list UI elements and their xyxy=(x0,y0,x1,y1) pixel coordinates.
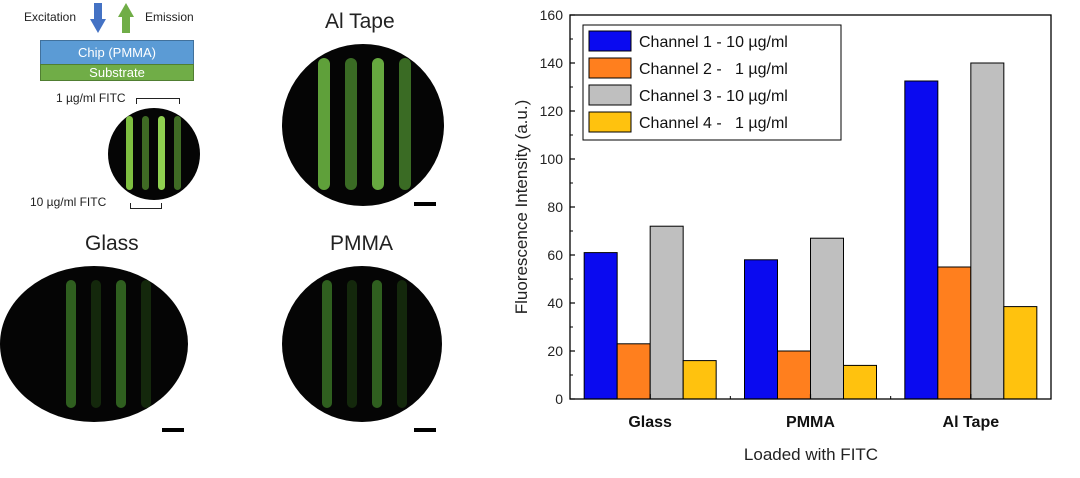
excitation-arrow-icon xyxy=(90,3,106,33)
x-axis-label: Loaded with FITC xyxy=(744,445,878,464)
channel-strip xyxy=(399,58,411,190)
substrate-layer-label: Substrate xyxy=(89,65,145,80)
x-tick-label: PMMA xyxy=(786,414,835,431)
glass-image-title: Glass xyxy=(85,232,139,255)
x-tick-label: Glass xyxy=(628,414,672,431)
y-tick-label: 60 xyxy=(547,247,563,263)
bar-pmma-channel-4 xyxy=(843,364,877,400)
channel-strip xyxy=(126,116,133,190)
x-tick-label: Al Tape xyxy=(943,414,1000,431)
bar-al-tape-channel-3 xyxy=(970,62,1005,400)
bar-al-tape-channel-4 xyxy=(1003,306,1038,400)
legend-label: Channel 2 - 1 µg/ml xyxy=(639,61,788,78)
x-axis-ticks: Glass PMMA Al Tape xyxy=(628,394,999,431)
label-10ug: 10 µg/ml FITC xyxy=(30,195,107,209)
channel-strip xyxy=(397,280,407,408)
bar-pmma-channel-2 xyxy=(777,350,811,400)
bar-glass-channel-4 xyxy=(682,360,717,400)
chip-layer-label: Chip (PMMA) xyxy=(77,45,156,60)
excitation-label: Excitation xyxy=(24,10,77,24)
substrate-layer: Substrate xyxy=(40,64,194,81)
bar-glass-channel-1 xyxy=(583,252,618,400)
al-tape-image-title: Al Tape xyxy=(325,10,395,33)
channel-strip xyxy=(141,280,151,408)
chip-layer: Chip (PMMA) xyxy=(40,40,194,65)
legend-swatch xyxy=(588,30,632,52)
channel-strip xyxy=(116,280,126,408)
bracket-bottom xyxy=(130,203,162,209)
y-tick-label: 20 xyxy=(547,343,563,359)
y-tick-label: 120 xyxy=(540,103,564,119)
channel-strip xyxy=(158,116,165,190)
bar-pmma-channel-1 xyxy=(744,259,778,400)
bar-al-tape-channel-2 xyxy=(937,266,972,400)
bars-group xyxy=(583,62,1038,400)
bar-al-tape-channel-1 xyxy=(904,80,939,400)
legend-swatch xyxy=(588,111,632,133)
legend: Channel 1 - 10 µg/ml Channel 2 - 1 µg/ml C… xyxy=(582,24,842,141)
channel-strip xyxy=(142,116,149,190)
emission-label: Emission xyxy=(145,10,194,24)
y-tick-label: 40 xyxy=(547,295,563,311)
y-axis-label: Fluorescence Intensity (a.u.) xyxy=(512,100,531,314)
scale-bar xyxy=(414,428,436,432)
y-tick-label: 0 xyxy=(555,391,563,407)
y-tick-label: 80 xyxy=(547,199,563,215)
channel-strip xyxy=(345,58,357,190)
schematic-chip-image xyxy=(108,108,200,200)
y-axis-ticks: 0 20 40 60 80 100 120 140 160 xyxy=(540,7,575,407)
channel-strip xyxy=(66,280,76,408)
channel-strip xyxy=(174,116,181,190)
y-tick-label: 160 xyxy=(540,7,564,23)
bar-glass-channel-3 xyxy=(649,225,684,400)
y-tick-label: 100 xyxy=(540,151,564,167)
channel-strip xyxy=(318,58,330,190)
legend-label: Channel 1 - 10 µg/ml xyxy=(639,34,788,51)
label-1ug: 1 µg/ml FITC xyxy=(56,91,126,105)
glass-image xyxy=(0,266,188,422)
legend-swatch xyxy=(588,57,632,79)
channel-strip xyxy=(91,280,101,408)
pmma-image-title: PMMA xyxy=(330,232,393,255)
legend-label: Channel 3 - 10 µg/ml xyxy=(639,88,788,105)
channel-strip xyxy=(347,280,357,408)
pmma-image xyxy=(282,266,442,422)
channel-strip xyxy=(372,280,382,408)
y-tick-label: 140 xyxy=(540,55,564,71)
bracket-top xyxy=(136,98,180,104)
channel-strip xyxy=(372,58,384,190)
scale-bar xyxy=(414,202,436,206)
legend-label: Channel 4 - 1 µg/ml xyxy=(639,115,788,132)
legend-swatch xyxy=(588,84,632,106)
bar-pmma-channel-3 xyxy=(810,237,844,400)
channel-strip xyxy=(322,280,332,408)
bar-glass-channel-2 xyxy=(616,343,651,400)
al-tape-image xyxy=(282,44,444,206)
scale-bar xyxy=(162,428,184,432)
emission-arrow-icon xyxy=(118,3,134,33)
